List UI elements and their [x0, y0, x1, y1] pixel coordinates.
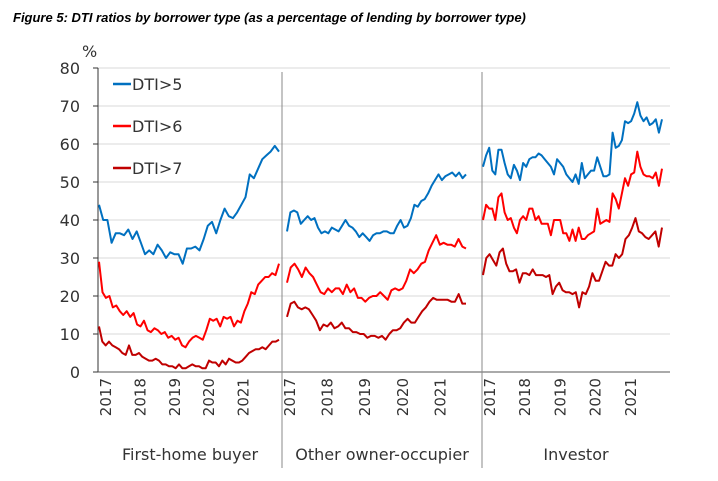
x-tick-label: 2021	[431, 378, 449, 416]
series-line-dti-gt-7	[286, 293, 466, 341]
x-tick-label: 2018	[516, 378, 534, 416]
legend-label: DTI>7	[132, 159, 182, 178]
x-tick-label: 2018	[319, 378, 337, 416]
series-line-dti-gt-5	[482, 101, 663, 185]
y-tick-label: 70	[60, 97, 80, 116]
y-axis-label: %	[82, 42, 97, 61]
y-tick-label: 80	[60, 59, 80, 78]
x-tick-label: 2020	[587, 378, 605, 416]
series-line-dti-gt-5	[98, 144, 280, 265]
x-tick-label: 2020	[394, 378, 412, 416]
y-tick-label: 20	[60, 287, 80, 306]
series-line-dti-gt-6	[286, 234, 467, 303]
y-tick-label: 50	[60, 173, 80, 192]
chart-title: Figure 5: DTI ratios by borrower type (a…	[13, 10, 526, 25]
x-tick-label: 2019	[356, 378, 374, 416]
x-tick-label: 2018	[131, 378, 149, 416]
x-tick-label: 2020	[200, 378, 218, 416]
x-tick-label: 2019	[166, 378, 184, 416]
x-tick-label: 2019	[551, 378, 569, 416]
panel-label: Other owner-occupier	[295, 445, 469, 464]
y-tick-label: 30	[60, 249, 80, 268]
series-line-dti-gt-7	[482, 217, 663, 309]
x-tick-label: 2017	[481, 378, 499, 416]
y-tick-label: 0	[70, 363, 80, 382]
x-tick-label: 2021	[235, 378, 253, 416]
series-line-dti-gt-7	[98, 326, 280, 370]
y-tick-label: 10	[60, 325, 80, 344]
y-tick-label: 40	[60, 211, 80, 230]
series-line-dti-gt-6	[98, 261, 280, 349]
legend-label: DTI>5	[132, 75, 182, 94]
series-line-dti-gt-5	[286, 171, 467, 242]
x-tick-label: 2021	[622, 378, 640, 416]
series-line-dti-gt-6	[482, 150, 663, 242]
legend-label: DTI>6	[132, 117, 182, 136]
x-tick-label: 2017	[281, 378, 299, 416]
panel-label: Investor	[543, 445, 609, 464]
y-tick-label: 60	[60, 135, 80, 154]
x-tick-label: 2017	[97, 378, 115, 416]
panel-label: First-home buyer	[122, 445, 259, 464]
